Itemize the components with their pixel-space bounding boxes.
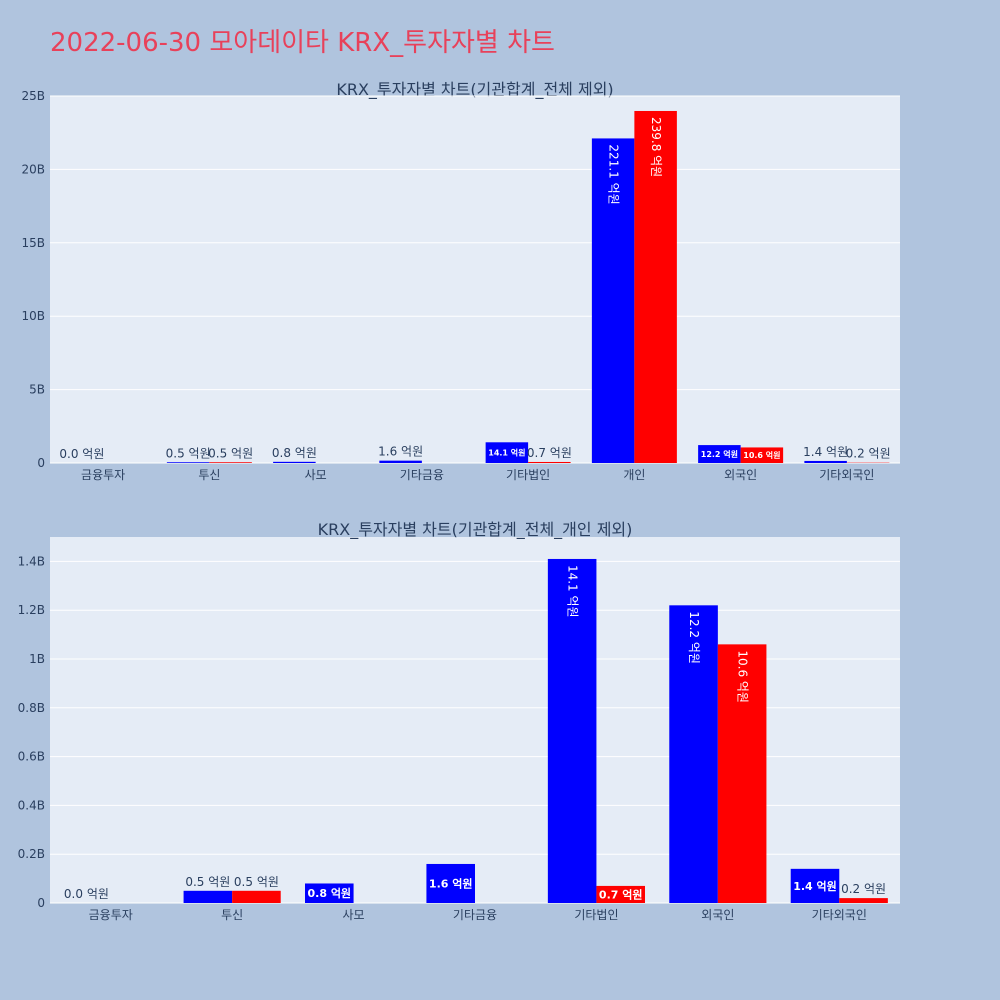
chart0-bar-s1	[273, 461, 316, 463]
chart0-data-label: 1.4 억원	[803, 445, 848, 459]
chart0-y-tick-label: 25B	[21, 89, 45, 103]
chart1-bar-s2	[717, 644, 767, 903]
chart0-data-label: 12.2 억원	[701, 449, 738, 459]
chart1-x-tick-label: 기타법인	[574, 908, 618, 922]
chart1-data-label: 12.2 억원	[687, 611, 701, 664]
chart0-x-tick-label: 기타외국인	[819, 468, 874, 482]
chart0-data-label: 239.8 억원	[649, 117, 663, 177]
chart1-x-tick-label: 사모	[343, 908, 365, 922]
chart0-y-tick-label: 15B	[21, 236, 45, 250]
chart0-data-label: 0.2 억원	[846, 447, 891, 461]
chart0-bar-s1	[485, 442, 529, 463]
chart1-plot-area	[50, 537, 900, 903]
chart0-bar-s1	[804, 460, 847, 463]
chart1-bar-s1	[790, 868, 840, 903]
page-title: 2022-06-30 모아데이타 KRX_투자자별 차트	[50, 28, 555, 58]
chart0-y-tick-label: 10B	[21, 309, 45, 323]
chart1-y-tick-label: 1.2B	[18, 603, 45, 617]
chart1-x-tick-label: 외국인	[701, 908, 734, 922]
chart1-bar-s1	[183, 890, 233, 903]
chart0-data-label: 14.1 억원	[488, 447, 525, 457]
chart0-title: KRX_투자자별 차트(기관합계_전체 제외)	[336, 80, 613, 100]
chart0-bar-s2	[209, 462, 252, 463]
chart0-x-tick-label: 외국인	[724, 468, 757, 482]
chart0-bar-s1	[166, 462, 210, 463]
chart1-y-tick-label: 0.4B	[18, 798, 45, 812]
chart1-title: KRX_투자자별 차트(기관합계_전체_개인 제외)	[318, 520, 633, 540]
chart0-data-label: 0.7 억원	[527, 446, 572, 460]
chart0-x-tick-label: 기타금융	[400, 468, 444, 482]
chart1-x-tick-label: 기타금융	[453, 908, 497, 922]
chart0-bar-s2	[740, 447, 784, 463]
chart1-data-label: 0.2 억원	[841, 882, 886, 896]
chart0-y-tick-label: 0	[37, 456, 45, 470]
chart1-bar-s2	[839, 898, 888, 903]
chart0-bar-s2	[634, 110, 677, 463]
chart0-bar-s1	[591, 138, 635, 463]
chart0-y-tick-label: 20B	[21, 162, 45, 176]
chart1-data-label: 0.5 억원	[234, 875, 279, 889]
chart1-data-label: 0.5 억원	[185, 875, 230, 889]
chart0-data-label: 0.0 억원	[59, 447, 104, 461]
chart0-x-tick-label: 투신	[198, 468, 220, 482]
chart1-bar-s1	[669, 605, 718, 903]
chart0-data-label: 0.8 억원	[272, 446, 317, 460]
chart0-x-tick-label: 개인	[623, 468, 645, 482]
chart1-data-label: 1.6 억원	[429, 876, 473, 890]
chart0-data-label: 10.6 억원	[743, 450, 780, 460]
chart1-y-tick-label: 0.6B	[18, 750, 45, 764]
chart0-data-label: 0.5 억원	[208, 446, 253, 460]
chart0-plot-area	[50, 96, 900, 463]
chart0-data-label: 221.1 억원	[607, 144, 621, 204]
chart1-y-tick-label: 1B	[29, 652, 45, 666]
chart-top: KRX_투자자별 차트(기관합계_전체 제외) 0 5B 10B 15B 20B 25B 금융…	[21, 80, 900, 482]
chart1-y-tick-label: 0	[37, 896, 45, 910]
chart1-data-label: 0.8 억원	[308, 886, 352, 900]
chart1-data-label: 0.0 억원	[64, 887, 109, 901]
chart1-y-tick-label: 1.4B	[18, 554, 45, 568]
chart0-x-tick-label: 금융투자	[81, 468, 125, 482]
chart1-data-label: 0.7 억원	[599, 887, 643, 901]
chart1-y-tick-label: 0.8B	[18, 701, 45, 715]
chart0-x-tick-label: 기타법인	[506, 468, 550, 482]
chart0-data-label: 0.5 억원	[166, 446, 211, 460]
chart1-bar-s1	[547, 558, 597, 903]
chart1-data-label: 1.4 억원	[793, 879, 837, 893]
chart0-y-tick-label: 5B	[29, 383, 45, 397]
chart0-bar-s1	[379, 460, 422, 463]
chart1-data-label: 14.1 억원	[566, 565, 580, 618]
chart0-bar-s1	[698, 445, 741, 463]
chart1-x-tick-label: 금융투자	[89, 908, 133, 922]
chart1-bar-s2	[232, 890, 281, 903]
chart1-bar-s1	[305, 883, 354, 903]
chart1-bar-s2	[596, 885, 645, 903]
chart1-y-tick-label: 0.2B	[18, 847, 45, 861]
chart0-x-tick-label: 사모	[305, 468, 327, 482]
chart-bottom: KRX_투자자별 차트(기관합계_전체_개인 제외) 0 0.2B 0.4B 0.6B 0…	[18, 520, 900, 922]
chart1-data-label: 10.6 억원	[736, 650, 750, 703]
chart1-x-tick-label: 기타외국인	[812, 908, 867, 922]
chart0-bar-s2	[528, 461, 571, 463]
chart0-data-label: 1.6 억원	[378, 445, 423, 459]
chart1-x-tick-label: 투신	[221, 908, 243, 922]
chart1-bar-s1	[426, 863, 475, 903]
